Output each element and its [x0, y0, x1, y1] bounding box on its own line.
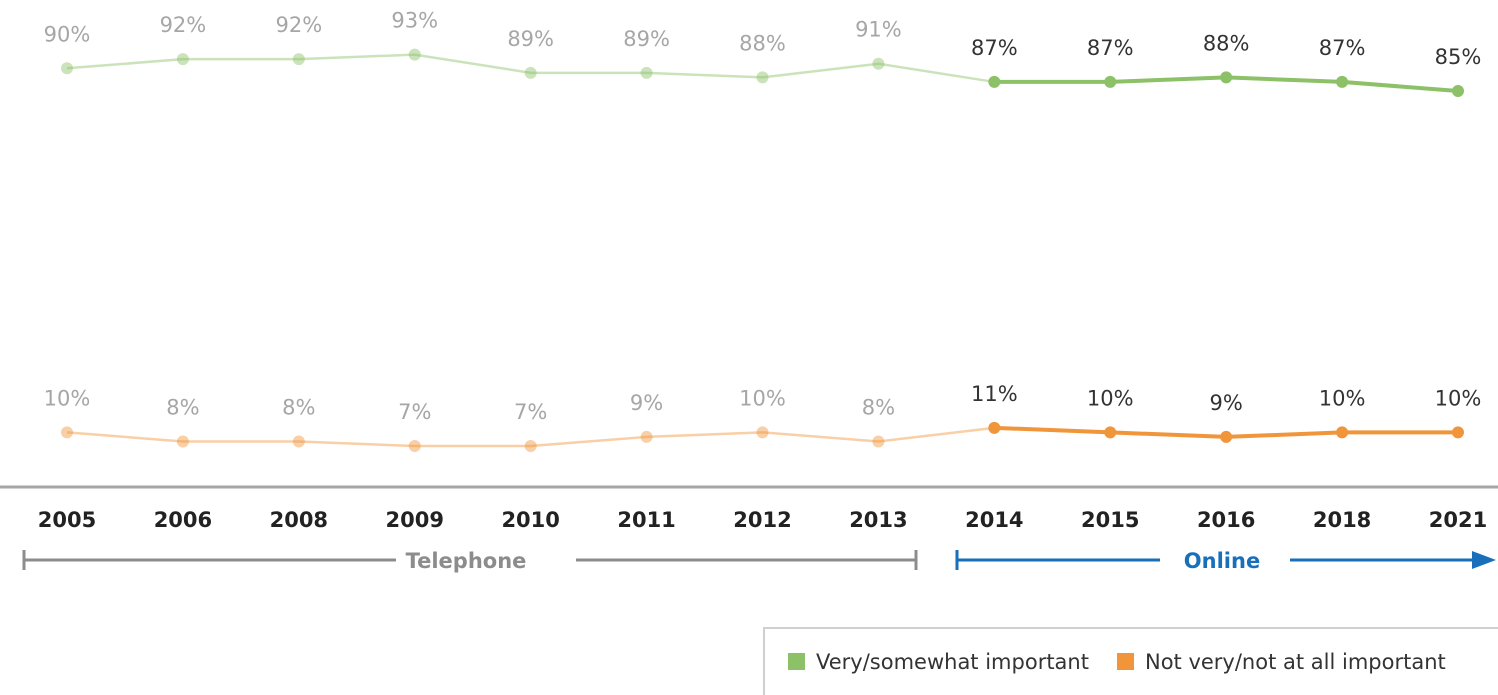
online-arrow [1472, 551, 1496, 569]
legend-label: Very/somewhat important [816, 650, 1089, 674]
annotation: Online [1184, 549, 1260, 573]
legend-swatch [788, 653, 805, 670]
data-label: 92% [160, 13, 207, 37]
point [61, 426, 73, 439]
x-tick-label: 2014 [965, 508, 1023, 532]
point [1452, 85, 1464, 98]
point [1104, 426, 1117, 439]
x-tick-label: 2013 [849, 508, 907, 532]
data-label: 87% [971, 36, 1018, 60]
point [756, 71, 769, 84]
x-tick-label: 2008 [270, 508, 328, 532]
point [1220, 71, 1233, 84]
point [640, 430, 653, 443]
data-label: 11% [971, 382, 1018, 406]
series-line [66, 426, 995, 448]
point [640, 66, 653, 79]
data-label: 93% [391, 9, 438, 33]
data-label: 8% [282, 395, 315, 419]
data-label: 10% [739, 386, 786, 410]
point [988, 421, 1001, 434]
point [524, 440, 537, 453]
point [1104, 75, 1117, 88]
data-label: 10% [1435, 386, 1482, 410]
point [1220, 430, 1233, 443]
x-tick-label: 2016 [1197, 508, 1255, 532]
point [872, 57, 885, 70]
x-tick-label: 2012 [733, 508, 791, 532]
point [408, 440, 421, 453]
point [1336, 426, 1349, 439]
data-label: 89% [623, 27, 670, 51]
point [1336, 75, 1349, 88]
data-label: 9% [1210, 391, 1243, 415]
point [988, 75, 1001, 88]
label-gap [396, 546, 576, 574]
data-label: 7% [514, 400, 547, 424]
x-tick-label: 2011 [617, 508, 675, 532]
x-tick-label: 2018 [1313, 508, 1371, 532]
data-label: 92% [275, 13, 322, 37]
data-label: 10% [44, 386, 91, 410]
data-label: 91% [855, 18, 902, 42]
x-tick-label: 2021 [1429, 508, 1487, 532]
legend-swatch [1116, 653, 1134, 670]
data-label: 90% [44, 22, 91, 46]
annotation: Telephone [406, 549, 527, 573]
point [292, 435, 305, 448]
data-label: 87% [1319, 36, 1366, 60]
series-line [66, 53, 995, 84]
data-label: 9% [630, 391, 663, 415]
label-gap [1160, 546, 1290, 574]
data-label: 88% [739, 31, 786, 55]
point [408, 48, 421, 61]
point [872, 435, 885, 448]
x-tick-label: 2009 [386, 508, 444, 532]
data-label: 85% [1435, 45, 1482, 69]
data-label: 87% [1087, 36, 1134, 60]
data-label: 89% [507, 27, 554, 51]
point [1452, 426, 1464, 439]
data-label: 8% [166, 395, 199, 419]
point [176, 435, 189, 448]
point [61, 62, 73, 75]
x-tick-label: 2006 [154, 508, 212, 532]
legend-label: Not very/not at all important [1145, 650, 1446, 674]
point [176, 53, 189, 66]
data-label: 10% [1087, 386, 1134, 410]
point [756, 426, 769, 439]
x-tick-label: 2010 [501, 508, 559, 532]
data-label: 8% [862, 395, 895, 419]
point [524, 66, 537, 79]
data-label: 10% [1319, 386, 1366, 410]
x-tick-label: 2015 [1081, 508, 1139, 532]
point [292, 53, 305, 66]
data-label: 7% [398, 400, 431, 424]
data-label: 88% [1203, 31, 1250, 55]
x-tick-label: 2005 [38, 508, 96, 532]
